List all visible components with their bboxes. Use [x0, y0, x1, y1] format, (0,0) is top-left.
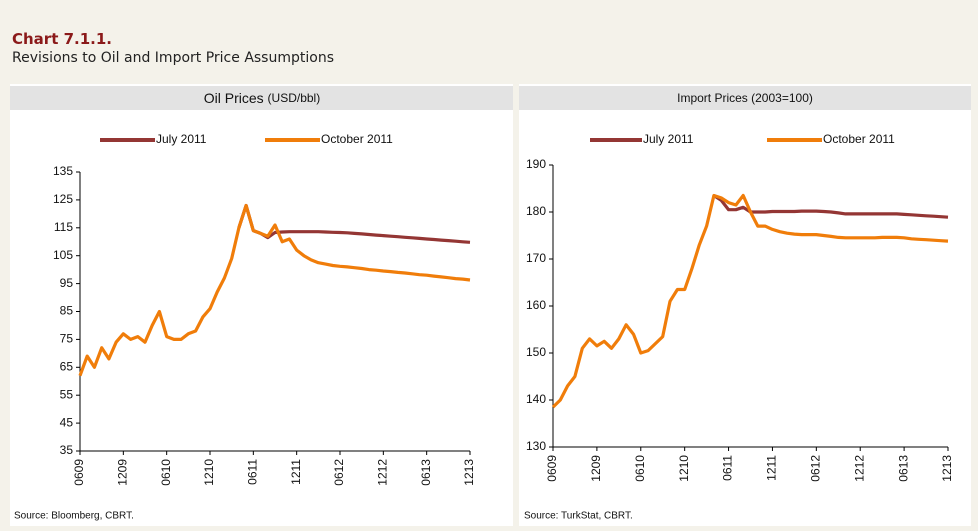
source: Source: TurkStat, CBRT. — [524, 511, 633, 522]
panel — [519, 84, 971, 526]
x-tick-label: 0612 — [809, 455, 823, 482]
y-tick-label: 140 — [526, 392, 546, 406]
x-tick-label: 0610 — [159, 459, 173, 486]
y-tick-label: 130 — [526, 439, 546, 453]
y-tick-label: 135 — [53, 164, 73, 178]
y-tick-label: 160 — [526, 298, 546, 312]
y-tick-label: 190 — [526, 157, 546, 171]
x-tick-label: 1209 — [589, 455, 603, 482]
y-tick-label: 115 — [54, 220, 73, 234]
y-tick-label: 55 — [60, 387, 74, 401]
x-tick-label: 0611 — [721, 455, 735, 481]
y-tick-label: 95 — [60, 276, 74, 290]
x-tick-label: 0609 — [545, 455, 559, 482]
x-tick-label: 1210 — [202, 459, 216, 486]
panel-title-bar — [10, 86, 513, 110]
x-tick-label: 0613 — [419, 459, 433, 486]
y-tick-label: 180 — [526, 204, 546, 218]
x-tick-label: 1212 — [852, 455, 866, 482]
x-tick-label: 1211 — [765, 455, 779, 481]
legend-label: October 2011 — [321, 132, 393, 146]
y-tick-label: 85 — [60, 304, 74, 318]
source: Source: Bloomberg, CBRT. — [14, 511, 134, 522]
series-line — [551, 193, 949, 409]
y-tick-label: 75 — [60, 332, 74, 346]
x-tick-label: 1211 — [289, 459, 303, 485]
chart-title: Oil Prices (USD/bbl) — [204, 90, 320, 106]
legend-label: July 2011 — [156, 132, 207, 146]
series-line — [78, 203, 471, 377]
x-tick-label: 0611 — [246, 459, 260, 485]
header-subtitle: Revisions to Oil and Import Price Assump… — [12, 50, 334, 66]
y-tick-label: 35 — [60, 443, 74, 457]
y-tick-label: 105 — [53, 248, 73, 262]
x-tick-label: 0610 — [633, 455, 647, 482]
chart-title: Import Prices (2003=100) — [677, 91, 813, 105]
header-title: Chart 7.1.1. — [12, 30, 113, 48]
x-tick-label: 0613 — [896, 455, 910, 482]
panel — [10, 84, 513, 526]
x-tick-label: 0609 — [72, 459, 86, 486]
chart-title-main: Oil Prices — [204, 90, 264, 106]
legend-label: July 2011 — [643, 132, 694, 146]
panel-title-bar — [519, 86, 971, 110]
legend-label: October 2011 — [823, 132, 895, 146]
y-tick-label: 150 — [526, 345, 546, 359]
x-tick-label: 0612 — [332, 459, 346, 486]
y-tick-label: 45 — [60, 415, 74, 429]
y-tick-label: 170 — [526, 251, 546, 265]
x-tick-label: 1209 — [116, 459, 130, 486]
x-tick-label: 1212 — [376, 459, 390, 486]
y-tick-label: 125 — [53, 192, 73, 206]
x-tick-label: 1213 — [462, 459, 476, 486]
chart-title-unit: (USD/bbl) — [268, 91, 321, 105]
x-tick-label: 1210 — [677, 455, 691, 482]
y-tick-label: 65 — [60, 359, 74, 373]
series-line — [713, 194, 949, 219]
x-tick-label: 1213 — [940, 455, 954, 482]
